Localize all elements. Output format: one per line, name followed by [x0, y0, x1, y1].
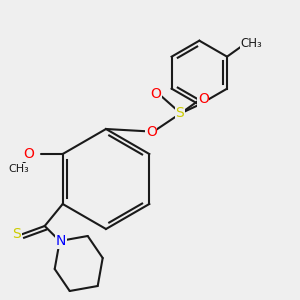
Text: CH₃: CH₃ — [240, 37, 262, 50]
Text: O: O — [198, 92, 209, 106]
Text: O: O — [146, 125, 157, 139]
Text: O: O — [23, 147, 34, 161]
Text: S: S — [175, 106, 184, 120]
Text: O: O — [151, 87, 161, 101]
Text: N: N — [56, 234, 66, 248]
Text: CH₃: CH₃ — [8, 164, 29, 174]
Text: S: S — [12, 227, 21, 241]
